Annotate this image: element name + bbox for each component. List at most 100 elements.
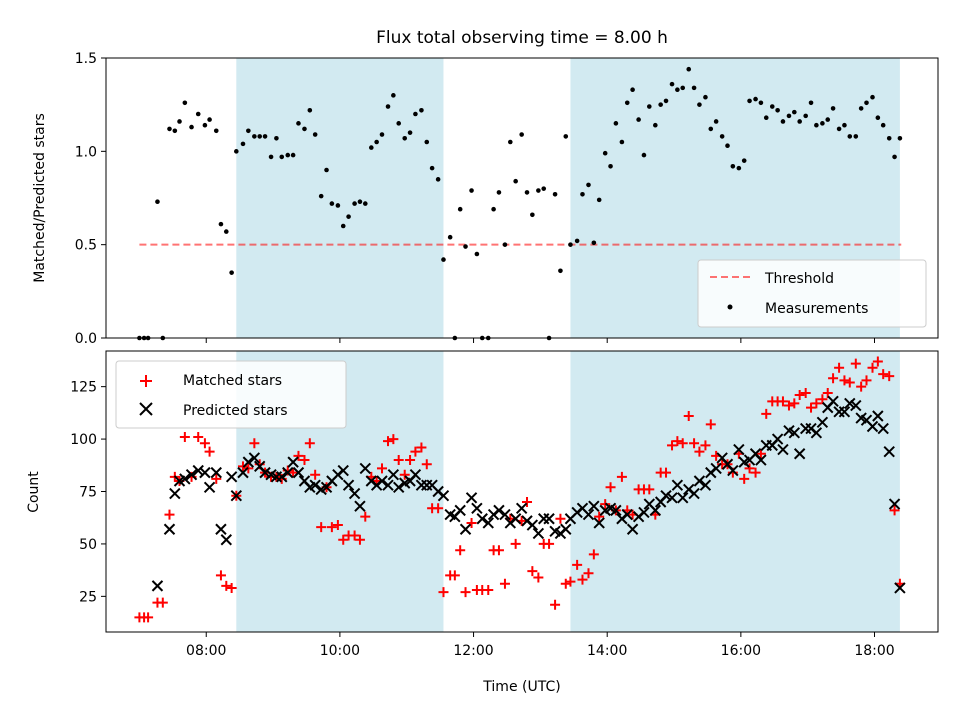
matched-star-point — [522, 496, 533, 507]
legend-measurements-marker — [727, 304, 733, 310]
measurement-point — [697, 102, 702, 107]
measurement-point — [177, 119, 182, 124]
matched-star-point — [326, 522, 337, 533]
matched-star-point — [667, 440, 678, 451]
measurement-point — [713, 119, 719, 124]
measurement-point — [296, 121, 301, 126]
matched-star-point — [288, 467, 299, 478]
measurement-point — [379, 132, 385, 137]
matched-star-point — [388, 434, 399, 445]
measurement-point — [268, 154, 274, 160]
measurement-point — [703, 94, 708, 100]
bottom-ytick-label: 125 — [70, 380, 97, 396]
matched-star-point — [354, 534, 365, 545]
predicted-star-point — [538, 513, 550, 525]
predicted-star-point — [788, 427, 801, 439]
bottom-axes-frame — [105, 350, 939, 633]
predicted-star-point — [151, 580, 164, 592]
matched-star-point — [583, 568, 594, 579]
measurement-point — [329, 201, 335, 206]
predicted-star-point — [877, 422, 889, 435]
matched-star-point — [794, 390, 805, 401]
measurement-point — [830, 106, 836, 111]
measurement-point — [730, 163, 736, 169]
matched-star-point — [844, 377, 855, 388]
measurement-point — [234, 149, 239, 154]
predicted-star-point — [727, 464, 739, 477]
matched-star-point — [811, 398, 822, 409]
matched-star-point — [493, 545, 504, 556]
matched-star-point — [750, 467, 761, 478]
predicted-star-point — [230, 489, 243, 502]
measurement-point — [257, 134, 263, 139]
legend-predicted-label: Predicted stars — [183, 403, 288, 419]
matched-star-point — [249, 438, 260, 449]
predicted-star-point — [777, 443, 789, 456]
measurement-point — [870, 94, 875, 100]
matched-star-point — [872, 356, 883, 367]
matched-star-point — [293, 450, 304, 461]
bottom-ytick-label: 75 — [79, 485, 97, 501]
measurement-point — [736, 165, 742, 171]
matched-star-point — [850, 358, 861, 369]
measurement-point — [402, 135, 408, 141]
measurement-point — [792, 109, 797, 115]
matched-star-point — [527, 566, 538, 577]
measurement-point — [530, 212, 535, 218]
predicted-star-point — [610, 504, 622, 517]
matched-star-point — [376, 463, 387, 474]
bottom-panel: 25 50 75 100 125 08:00 10:00 12:00 14:00 16:00 18… — [26, 350, 939, 695]
predicted-star-point — [509, 513, 522, 525]
matched-star-point — [466, 517, 477, 528]
predicted-star-point — [359, 462, 371, 475]
matched-star-point — [332, 520, 343, 531]
measurement-point — [172, 128, 178, 134]
measurement-point — [641, 152, 647, 158]
matched-star-point — [211, 473, 222, 484]
measurement-point — [246, 128, 251, 134]
measurement-point — [825, 117, 831, 122]
predicted-star-point — [482, 517, 494, 529]
top-axes-frame — [105, 57, 939, 339]
predicted-star-point — [237, 466, 249, 479]
matched-star-point — [483, 585, 494, 596]
predicted-star-point — [409, 469, 422, 481]
measurement-point — [775, 107, 780, 113]
matched-star-point — [777, 396, 788, 407]
matched-star-point — [299, 455, 310, 466]
top-ytick-label: 0.5 — [75, 238, 97, 254]
measurement-point — [786, 113, 792, 119]
measurement-point — [223, 229, 229, 234]
predicted-star-point — [671, 479, 684, 491]
bottom-xtick-label: 14:00 — [587, 643, 627, 659]
matched-star-point — [817, 394, 828, 405]
predicted-star-point — [259, 466, 271, 479]
measurement-point — [307, 107, 313, 113]
matched-star-point — [588, 549, 599, 560]
measurement-point — [691, 85, 697, 91]
predicted-star-point — [543, 513, 555, 525]
measurement-point — [213, 128, 219, 134]
measurement-point — [880, 122, 886, 128]
measurement-point — [624, 100, 630, 106]
predicted-star-point — [872, 410, 884, 422]
predicted-star-point — [215, 523, 227, 535]
bottom-xtick-label: 18:00 — [854, 643, 894, 659]
measurement-point — [803, 113, 808, 119]
matched-star-point — [783, 400, 794, 411]
predicted-star-point — [309, 479, 321, 491]
predicted-star-point — [454, 504, 466, 517]
measurement-point — [758, 100, 764, 106]
matched-star-point — [550, 599, 561, 610]
matched-star-point — [744, 463, 755, 474]
measurement-point — [357, 199, 363, 205]
predicted-star-point — [203, 481, 216, 494]
measurement-point — [591, 240, 597, 246]
predicted-star-point — [666, 492, 678, 504]
measurement-point — [419, 107, 424, 113]
measurement-point — [568, 242, 573, 247]
matched-star-point — [416, 442, 427, 453]
matched-star-point — [878, 369, 889, 380]
matched-star-point — [800, 387, 811, 398]
